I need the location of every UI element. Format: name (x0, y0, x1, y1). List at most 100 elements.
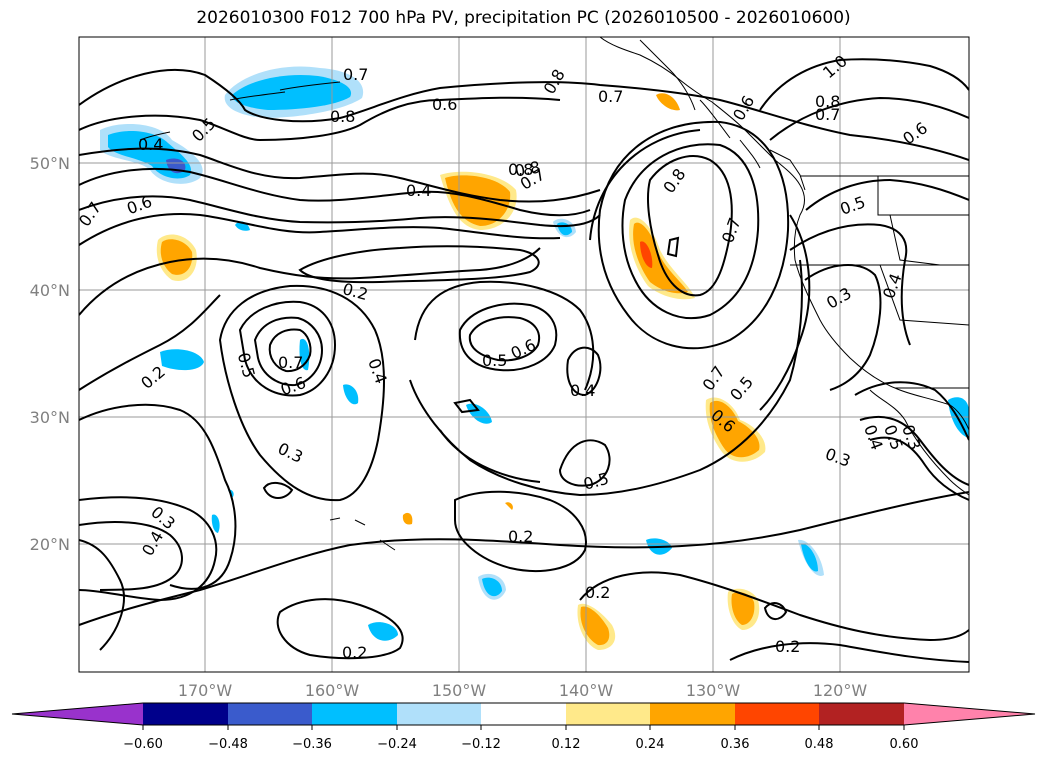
lat-label: 40°N (30, 281, 70, 300)
precip-positive-area (640, 241, 653, 268)
latitude-labels: 50°N 40°N 30°N 20°N (30, 154, 70, 554)
contour-label: 0.8 (508, 160, 533, 179)
longitude-labels: 170°W 160°W 150°W 140°W 130°W 120°W (178, 681, 868, 700)
precip-positive-area (580, 606, 610, 646)
colorbar-tick-label: 0.24 (636, 737, 665, 752)
pv-contour (869, 436, 969, 501)
coastline-baja (869, 389, 969, 496)
pv-contour (468, 316, 540, 362)
plot-title: 2026010300 F012 700 hPa PV, precipitatio… (196, 8, 851, 28)
pv-contour (79, 195, 601, 228)
precip-positive-area (402, 512, 413, 525)
colorbar: −0.60 −0.48 −0.36 −0.24 −0.12 0.12 0.24 … (11, 702, 1036, 752)
colorbar-tick-label: 0.48 (805, 737, 834, 752)
contour-label: 0.7 (598, 87, 623, 106)
pv-contour (458, 302, 558, 372)
pv-contour (579, 571, 969, 642)
gridlines (79, 37, 969, 672)
coastlines (139, 37, 969, 551)
pv-contour (439, 429, 611, 487)
colorbar-segment (312, 703, 397, 725)
pv-contour (647, 155, 733, 297)
pv-contour (79, 167, 591, 217)
pv-contour (218, 284, 385, 502)
pv-contour (854, 381, 969, 486)
colorbar-segment (481, 703, 566, 725)
precip-negative-area (466, 403, 492, 424)
lon-label: 130°W (686, 681, 741, 700)
precip-positive-area (656, 93, 680, 111)
map-area: 0.7 0.8 0.6 0.7 0.8 0.6 0.5 0.4 0.8 0.7 … (79, 37, 969, 672)
contour-label: 0.6 (432, 95, 457, 114)
pv-contour (79, 491, 969, 626)
contour-label: 0.7 (343, 65, 368, 84)
pv-contour (79, 539, 125, 651)
pv-contour (268, 328, 312, 373)
pv-contour (79, 294, 237, 590)
colorbar-segment (143, 703, 228, 725)
pv-contour (238, 300, 337, 397)
pv-contour (79, 247, 541, 316)
pv-contour (298, 245, 540, 284)
colorbar-tick-label: −0.24 (377, 737, 417, 752)
lat-label: 20°N (30, 535, 70, 554)
contour-label: 0.4 (138, 135, 163, 154)
precip-negative-area (160, 349, 204, 371)
pv-contour (769, 96, 969, 141)
precip-positive-area (731, 592, 755, 625)
map-frame (78, 36, 970, 673)
pv-contour (79, 496, 218, 602)
pv-contour (79, 147, 601, 203)
pv-contour (729, 642, 969, 663)
pv-contour (79, 96, 561, 142)
precip-positive-area (160, 239, 193, 275)
colorbar-tick-label: 0.36 (721, 737, 750, 752)
colorbar-segment (819, 703, 904, 725)
pv-contour (79, 521, 183, 591)
pv-contour (79, 213, 561, 246)
pv-contour (759, 58, 969, 111)
contour-label: 0.2 (508, 527, 533, 546)
colorbar-tick-label: 0.12 (552, 737, 581, 752)
colorbar-tick-label: −0.36 (292, 737, 332, 752)
lon-label: 160°W (305, 681, 360, 700)
contour-label: 0.4 (570, 381, 595, 400)
colorbar-segment (228, 703, 312, 725)
contour-label: 0.5 (482, 351, 507, 370)
pv-contour (276, 598, 404, 660)
pv-contour (597, 120, 790, 350)
precip-negative-area (482, 577, 502, 597)
colorbar-ticks (142, 725, 905, 730)
lon-label: 140°W (559, 681, 614, 700)
contour-label: 0.4 (406, 181, 431, 200)
pv-contour (621, 143, 760, 320)
contour-label: 0.2 (342, 643, 367, 662)
colorbar-tick-label: −0.48 (208, 737, 248, 752)
pv-contour (79, 68, 969, 161)
colorbar-tick-label: −0.12 (461, 737, 501, 752)
colorbar-segment (904, 703, 1035, 725)
colorbar-segment (650, 703, 735, 725)
border-state (790, 264, 969, 326)
coastline-islands (699, 99, 806, 191)
contour-label: 0.2 (585, 583, 610, 602)
pv-contour (805, 178, 969, 211)
lon-label: 170°W (178, 681, 233, 700)
pv-contour (262, 236, 788, 620)
lat-label: 50°N (30, 154, 70, 173)
lon-label: 120°W (813, 681, 868, 700)
pv-contour (589, 129, 811, 411)
precip-positive-area (633, 222, 688, 294)
coastline-alaska (639, 39, 696, 111)
contour-label: 0.7 (278, 353, 303, 372)
precip-shading (100, 66, 969, 650)
lat-label: 30°N (30, 408, 70, 427)
precip-positive-area (505, 502, 513, 510)
precip-positive-area (445, 175, 511, 226)
contour-label: 0.7 (815, 105, 840, 124)
pv-contour (454, 490, 587, 572)
colorbar-segment (397, 703, 481, 725)
pv-contour (804, 264, 882, 391)
precip-positive-area (709, 400, 760, 458)
